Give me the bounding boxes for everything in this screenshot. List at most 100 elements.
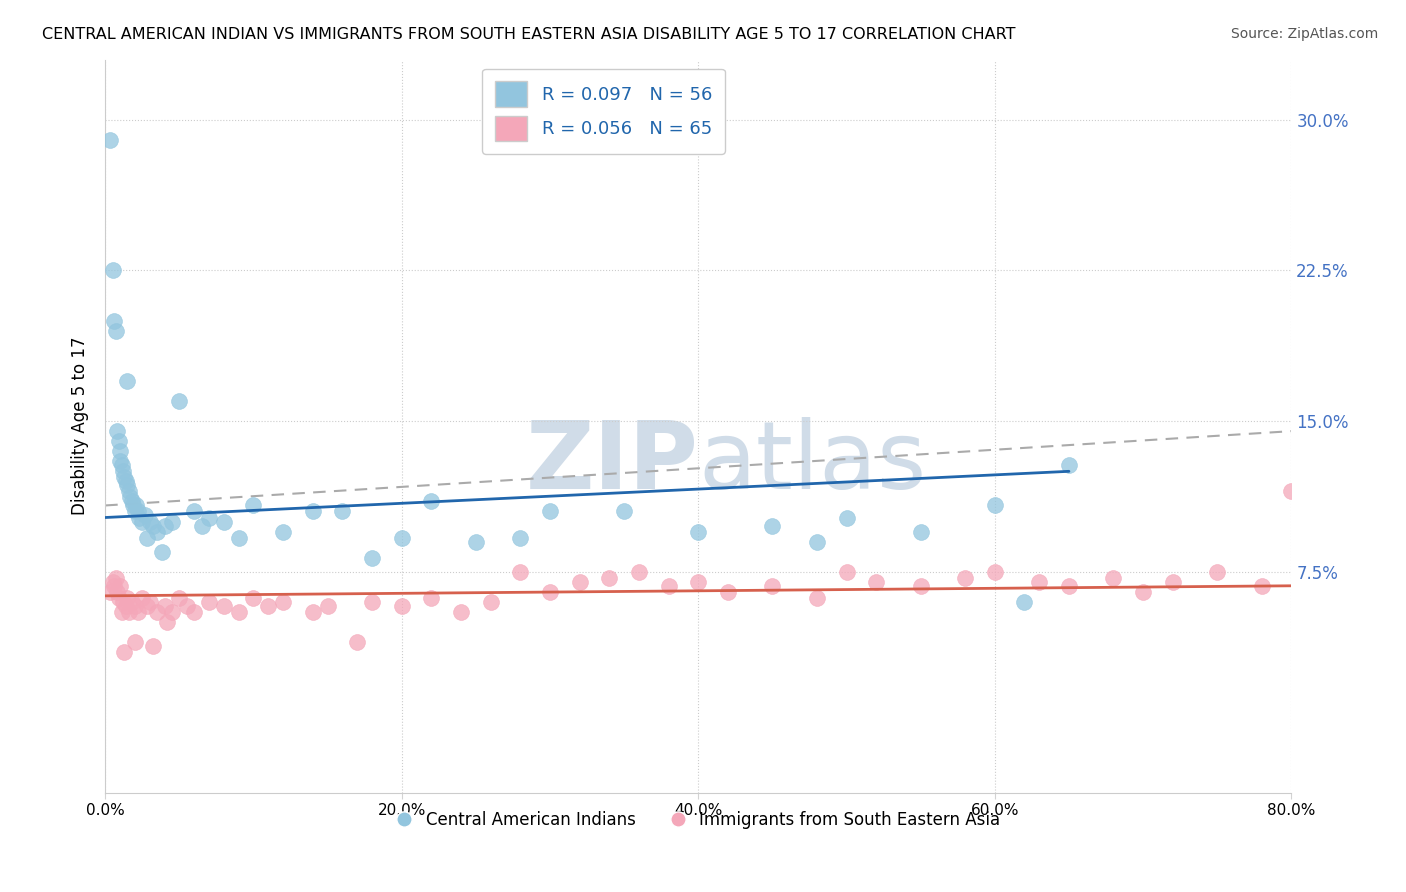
Point [135, 531, 157, 545]
Point [361, 595, 384, 609]
Point [110, 605, 132, 619]
Point [1279, 484, 1302, 499]
Point [108, 454, 131, 468]
Point [135, 599, 157, 613]
Point [316, 599, 339, 613]
Point [169, 394, 191, 409]
Point [688, 524, 710, 539]
Point [835, 510, 858, 524]
Point [153, 518, 176, 533]
Point [1206, 565, 1229, 579]
Point [131, 591, 153, 605]
Point [107, 434, 129, 449]
Point [98, 133, 121, 147]
Point [110, 458, 132, 473]
Point [806, 591, 828, 605]
Point [125, 499, 148, 513]
Point [117, 374, 139, 388]
Point [111, 595, 134, 609]
Point [127, 504, 149, 518]
Point [538, 504, 561, 518]
Point [107, 591, 129, 605]
Point [142, 518, 165, 533]
Point [153, 599, 176, 613]
Point [806, 534, 828, 549]
Point [117, 591, 139, 605]
Point [1014, 595, 1036, 609]
Point [865, 574, 887, 589]
Point [176, 599, 198, 613]
Point [198, 595, 221, 609]
Point [114, 470, 136, 484]
Y-axis label: Disability Age 5 to 17: Disability Age 5 to 17 [72, 337, 89, 516]
Point [242, 499, 264, 513]
Point [169, 591, 191, 605]
Point [1250, 579, 1272, 593]
Point [118, 484, 141, 499]
Point [1057, 458, 1080, 473]
Point [118, 605, 141, 619]
Point [212, 515, 235, 529]
Point [1102, 571, 1125, 585]
Point [627, 565, 650, 579]
Point [271, 595, 294, 609]
Point [984, 565, 1007, 579]
Point [117, 478, 139, 492]
Point [212, 599, 235, 613]
Point [1161, 574, 1184, 589]
Point [420, 494, 443, 508]
Point [104, 324, 127, 338]
Point [121, 494, 143, 508]
Point [128, 510, 150, 524]
Point [111, 464, 134, 478]
Point [138, 595, 160, 609]
Point [420, 591, 443, 605]
Point [134, 508, 156, 523]
Point [1028, 574, 1050, 589]
Point [761, 518, 783, 533]
Point [228, 605, 250, 619]
Point [198, 510, 221, 524]
Point [984, 499, 1007, 513]
Point [1057, 579, 1080, 593]
Point [122, 499, 145, 513]
Point [142, 639, 165, 653]
Text: CENTRAL AMERICAN INDIAN VS IMMIGRANTS FROM SOUTH EASTERN ASIA DISABILITY AGE 5 T: CENTRAL AMERICAN INDIAN VS IMMIGRANTS FR… [42, 27, 1015, 42]
Point [115, 599, 138, 613]
Text: atlas: atlas [699, 417, 927, 508]
Point [124, 635, 146, 649]
Point [138, 515, 160, 529]
Point [127, 605, 149, 619]
Point [391, 599, 413, 613]
Point [160, 515, 183, 529]
Point [103, 579, 125, 593]
Point [146, 605, 169, 619]
Point [242, 591, 264, 605]
Point [761, 579, 783, 593]
Point [228, 531, 250, 545]
Point [301, 605, 323, 619]
Point [332, 504, 354, 518]
Point [450, 605, 472, 619]
Point [124, 504, 146, 518]
Point [105, 424, 128, 438]
Point [121, 595, 143, 609]
Point [509, 531, 531, 545]
Point [257, 599, 280, 613]
Point [391, 531, 413, 545]
Text: Source: ZipAtlas.com: Source: ZipAtlas.com [1230, 27, 1378, 41]
Point [156, 615, 179, 629]
Text: ZIP: ZIP [526, 417, 699, 508]
Point [509, 565, 531, 579]
Point [598, 571, 620, 585]
Point [103, 314, 125, 328]
Point [1132, 584, 1154, 599]
Point [479, 595, 502, 609]
Point [717, 584, 740, 599]
Point [658, 579, 681, 593]
Point [131, 515, 153, 529]
Point [613, 504, 636, 518]
Point [108, 579, 131, 593]
Point [160, 605, 183, 619]
Point [953, 571, 976, 585]
